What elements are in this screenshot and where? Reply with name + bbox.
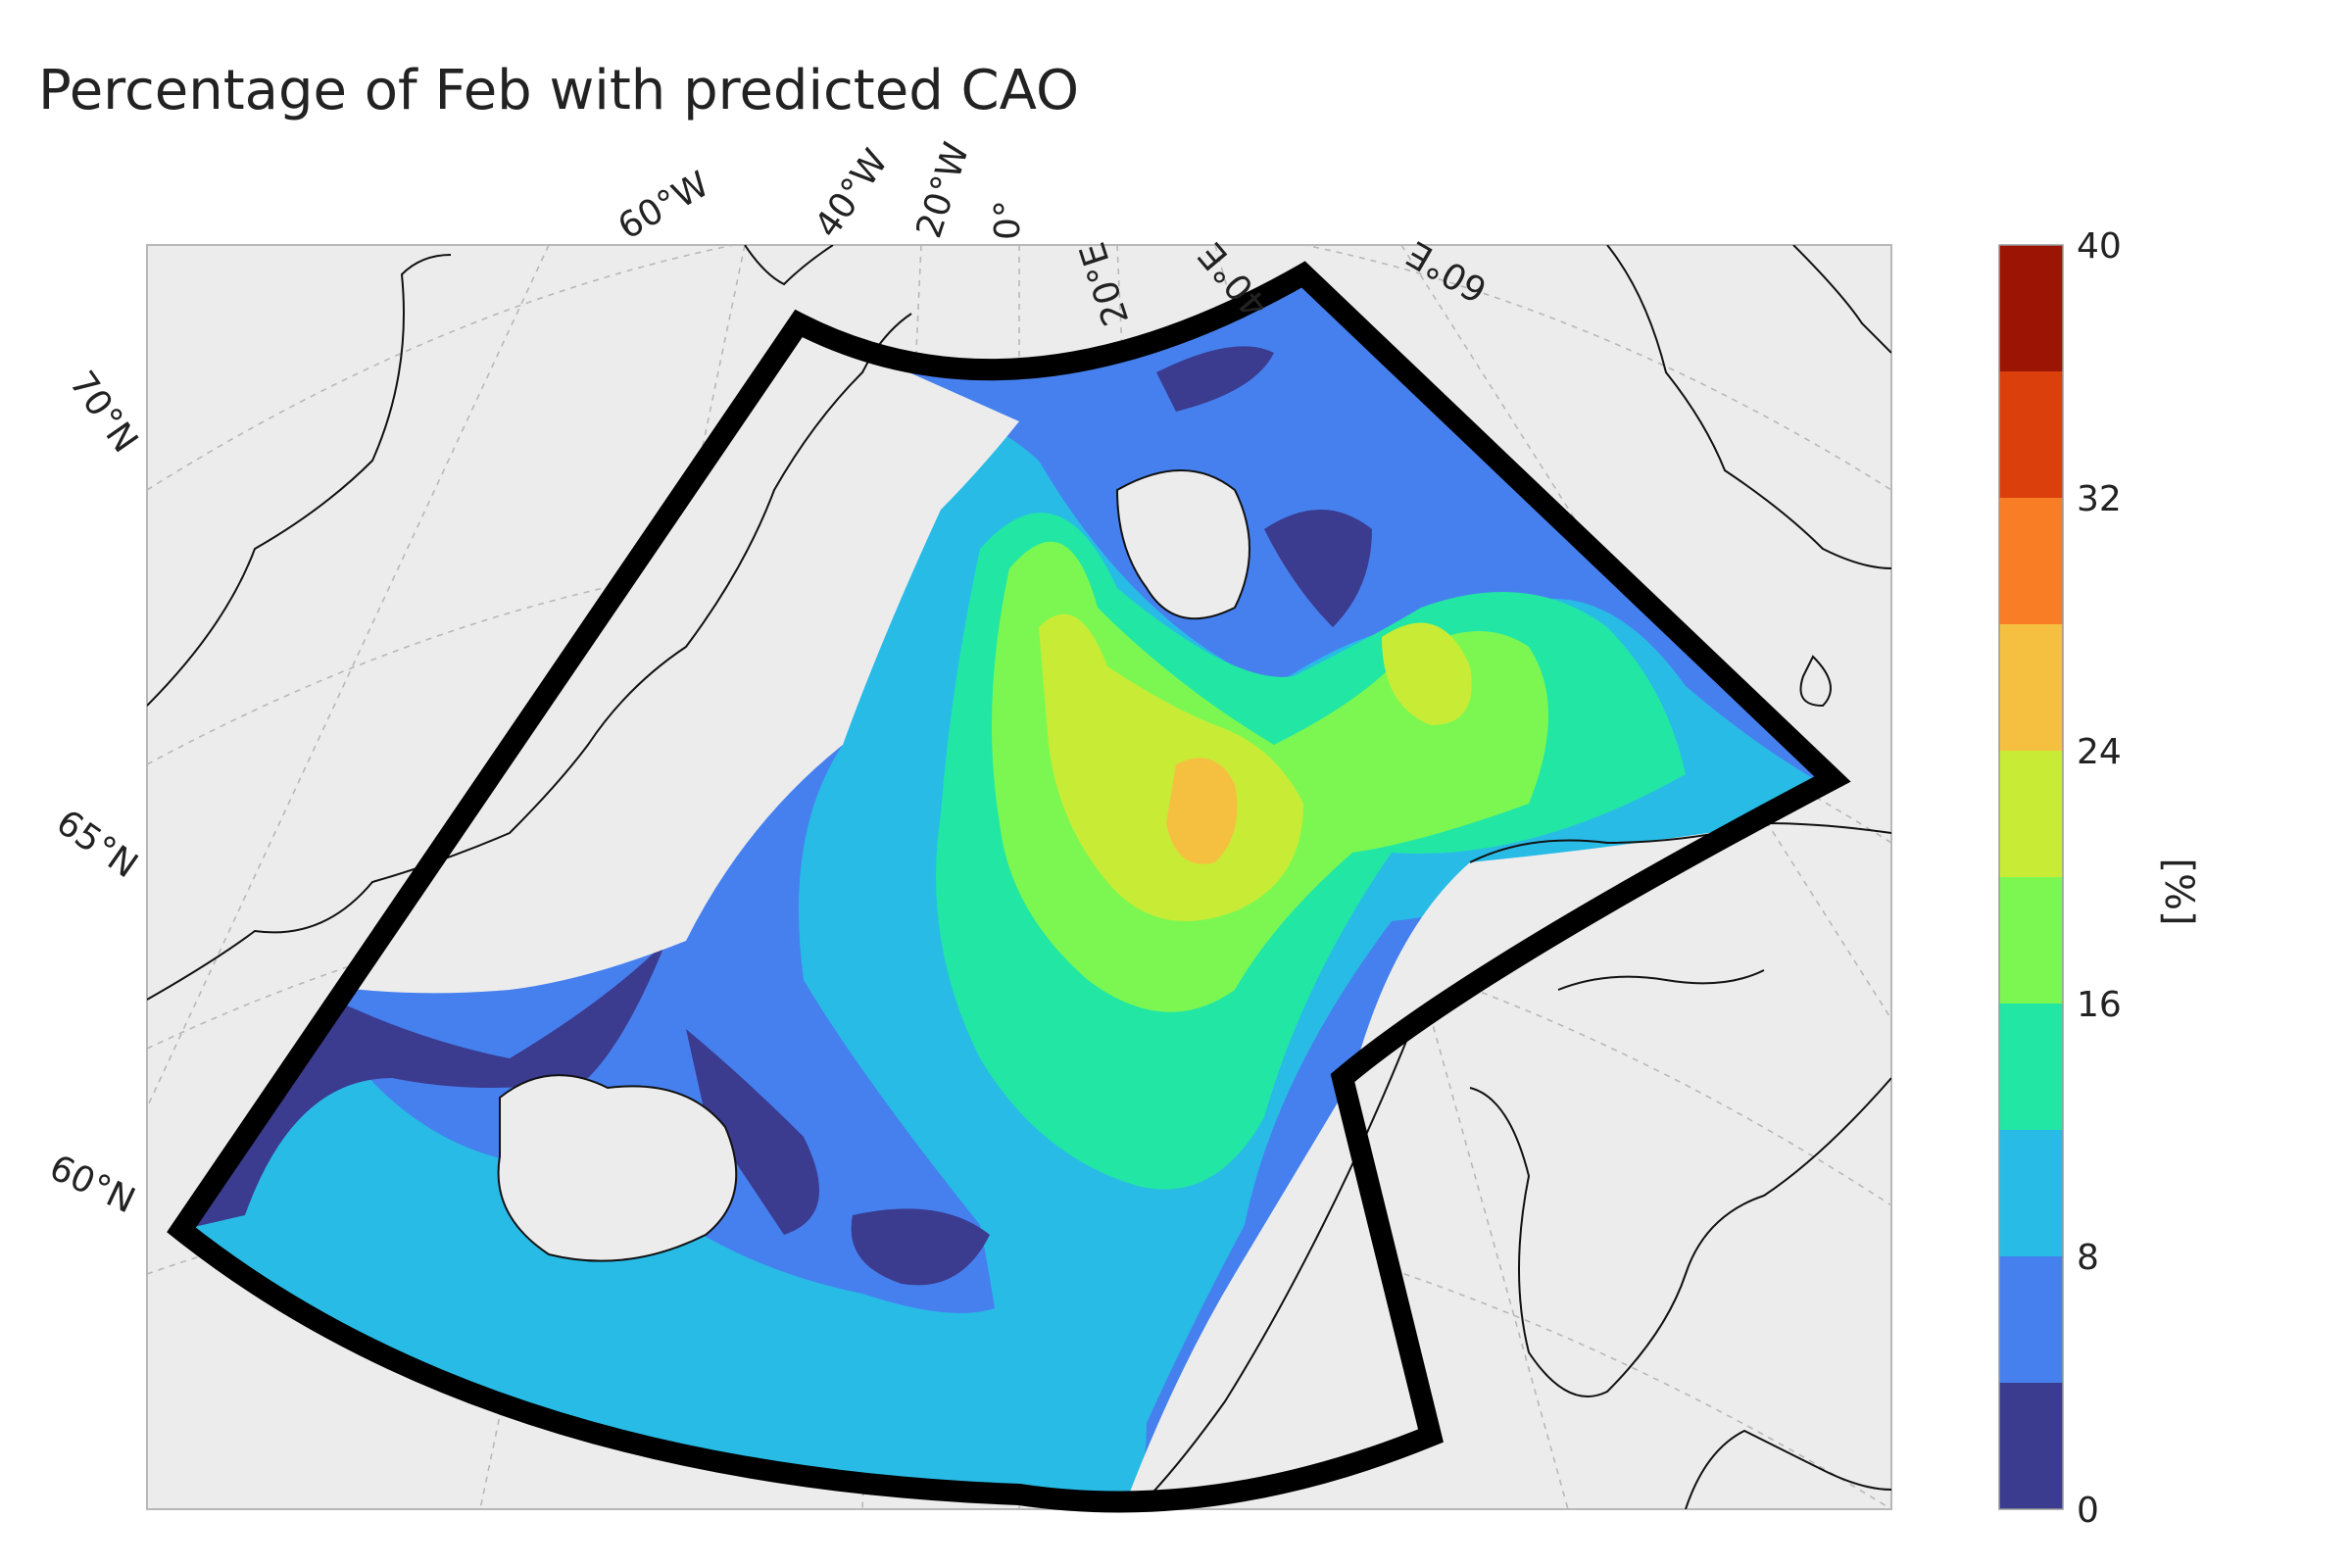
lon-label-20w: 20°W <box>909 138 978 243</box>
colorbar-segment <box>1999 245 2063 371</box>
colorbar-segment <box>1999 877 2063 1004</box>
colorbar-tick-label: 8 <box>2077 1238 2099 1278</box>
colorbar-tick-label: 24 <box>2077 732 2122 772</box>
colorbar-segment <box>1999 371 2063 498</box>
colorbar-label: [%] <box>2156 858 2201 925</box>
colorbar-segment <box>1999 1383 2063 1509</box>
colorbar-segment <box>1999 498 2063 624</box>
colorbar: 0 8 16 24 32 40 <box>1998 226 2122 1531</box>
colorbar-segment <box>1999 1256 2063 1383</box>
colorbar-tick-label: 40 <box>2077 226 2122 267</box>
colorbar-tick-label: 32 <box>2077 479 2122 519</box>
colorbar-segment <box>1999 1130 2063 1256</box>
lon-label-40w: 40°W <box>808 142 897 245</box>
lat-label-65n: 65°N <box>49 803 145 887</box>
colorbar-segment <box>1999 624 2063 751</box>
map-title: Percentage of Feb with predicted CAO <box>37 59 1080 122</box>
colorbar-tick-label: 0 <box>2077 1491 2099 1531</box>
colorbar-segment <box>1999 1004 2063 1130</box>
lat-label-60n: 60°N <box>43 1148 141 1222</box>
lat-label-70n: 70°N <box>62 365 146 461</box>
lon-label-60w: 60°W <box>612 165 716 248</box>
coastlines <box>147 245 1891 1509</box>
colorbar-tick-label: 16 <box>2077 985 2122 1025</box>
latitude-labels: 70°N 65°N 60°N <box>43 365 145 1222</box>
domain-boundary <box>167 261 1851 1513</box>
lon-label-0: 0° <box>988 200 1028 240</box>
colorbar-frame <box>1998 244 2064 1510</box>
colorbar-segment <box>1999 751 2063 877</box>
